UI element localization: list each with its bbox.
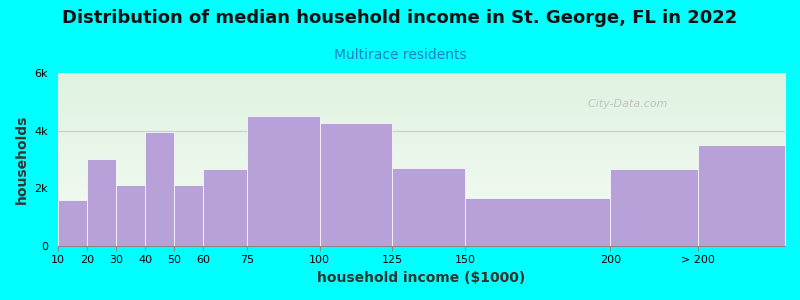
Bar — [58, 200, 87, 246]
Text: Multirace residents: Multirace residents — [334, 48, 466, 62]
Bar — [145, 132, 174, 246]
Bar — [392, 168, 465, 246]
Bar — [698, 145, 785, 246]
Bar — [610, 169, 698, 246]
Text: City-Data.com: City-Data.com — [582, 99, 668, 109]
X-axis label: household income ($1000): household income ($1000) — [318, 271, 526, 285]
Bar — [203, 169, 247, 246]
Bar — [247, 116, 320, 246]
Y-axis label: households: households — [15, 115, 29, 204]
Bar — [174, 185, 203, 246]
Text: Distribution of median household income in St. George, FL in 2022: Distribution of median household income … — [62, 9, 738, 27]
Bar — [320, 123, 392, 246]
Bar — [465, 198, 610, 246]
Bar — [87, 159, 116, 246]
Bar — [116, 185, 145, 246]
